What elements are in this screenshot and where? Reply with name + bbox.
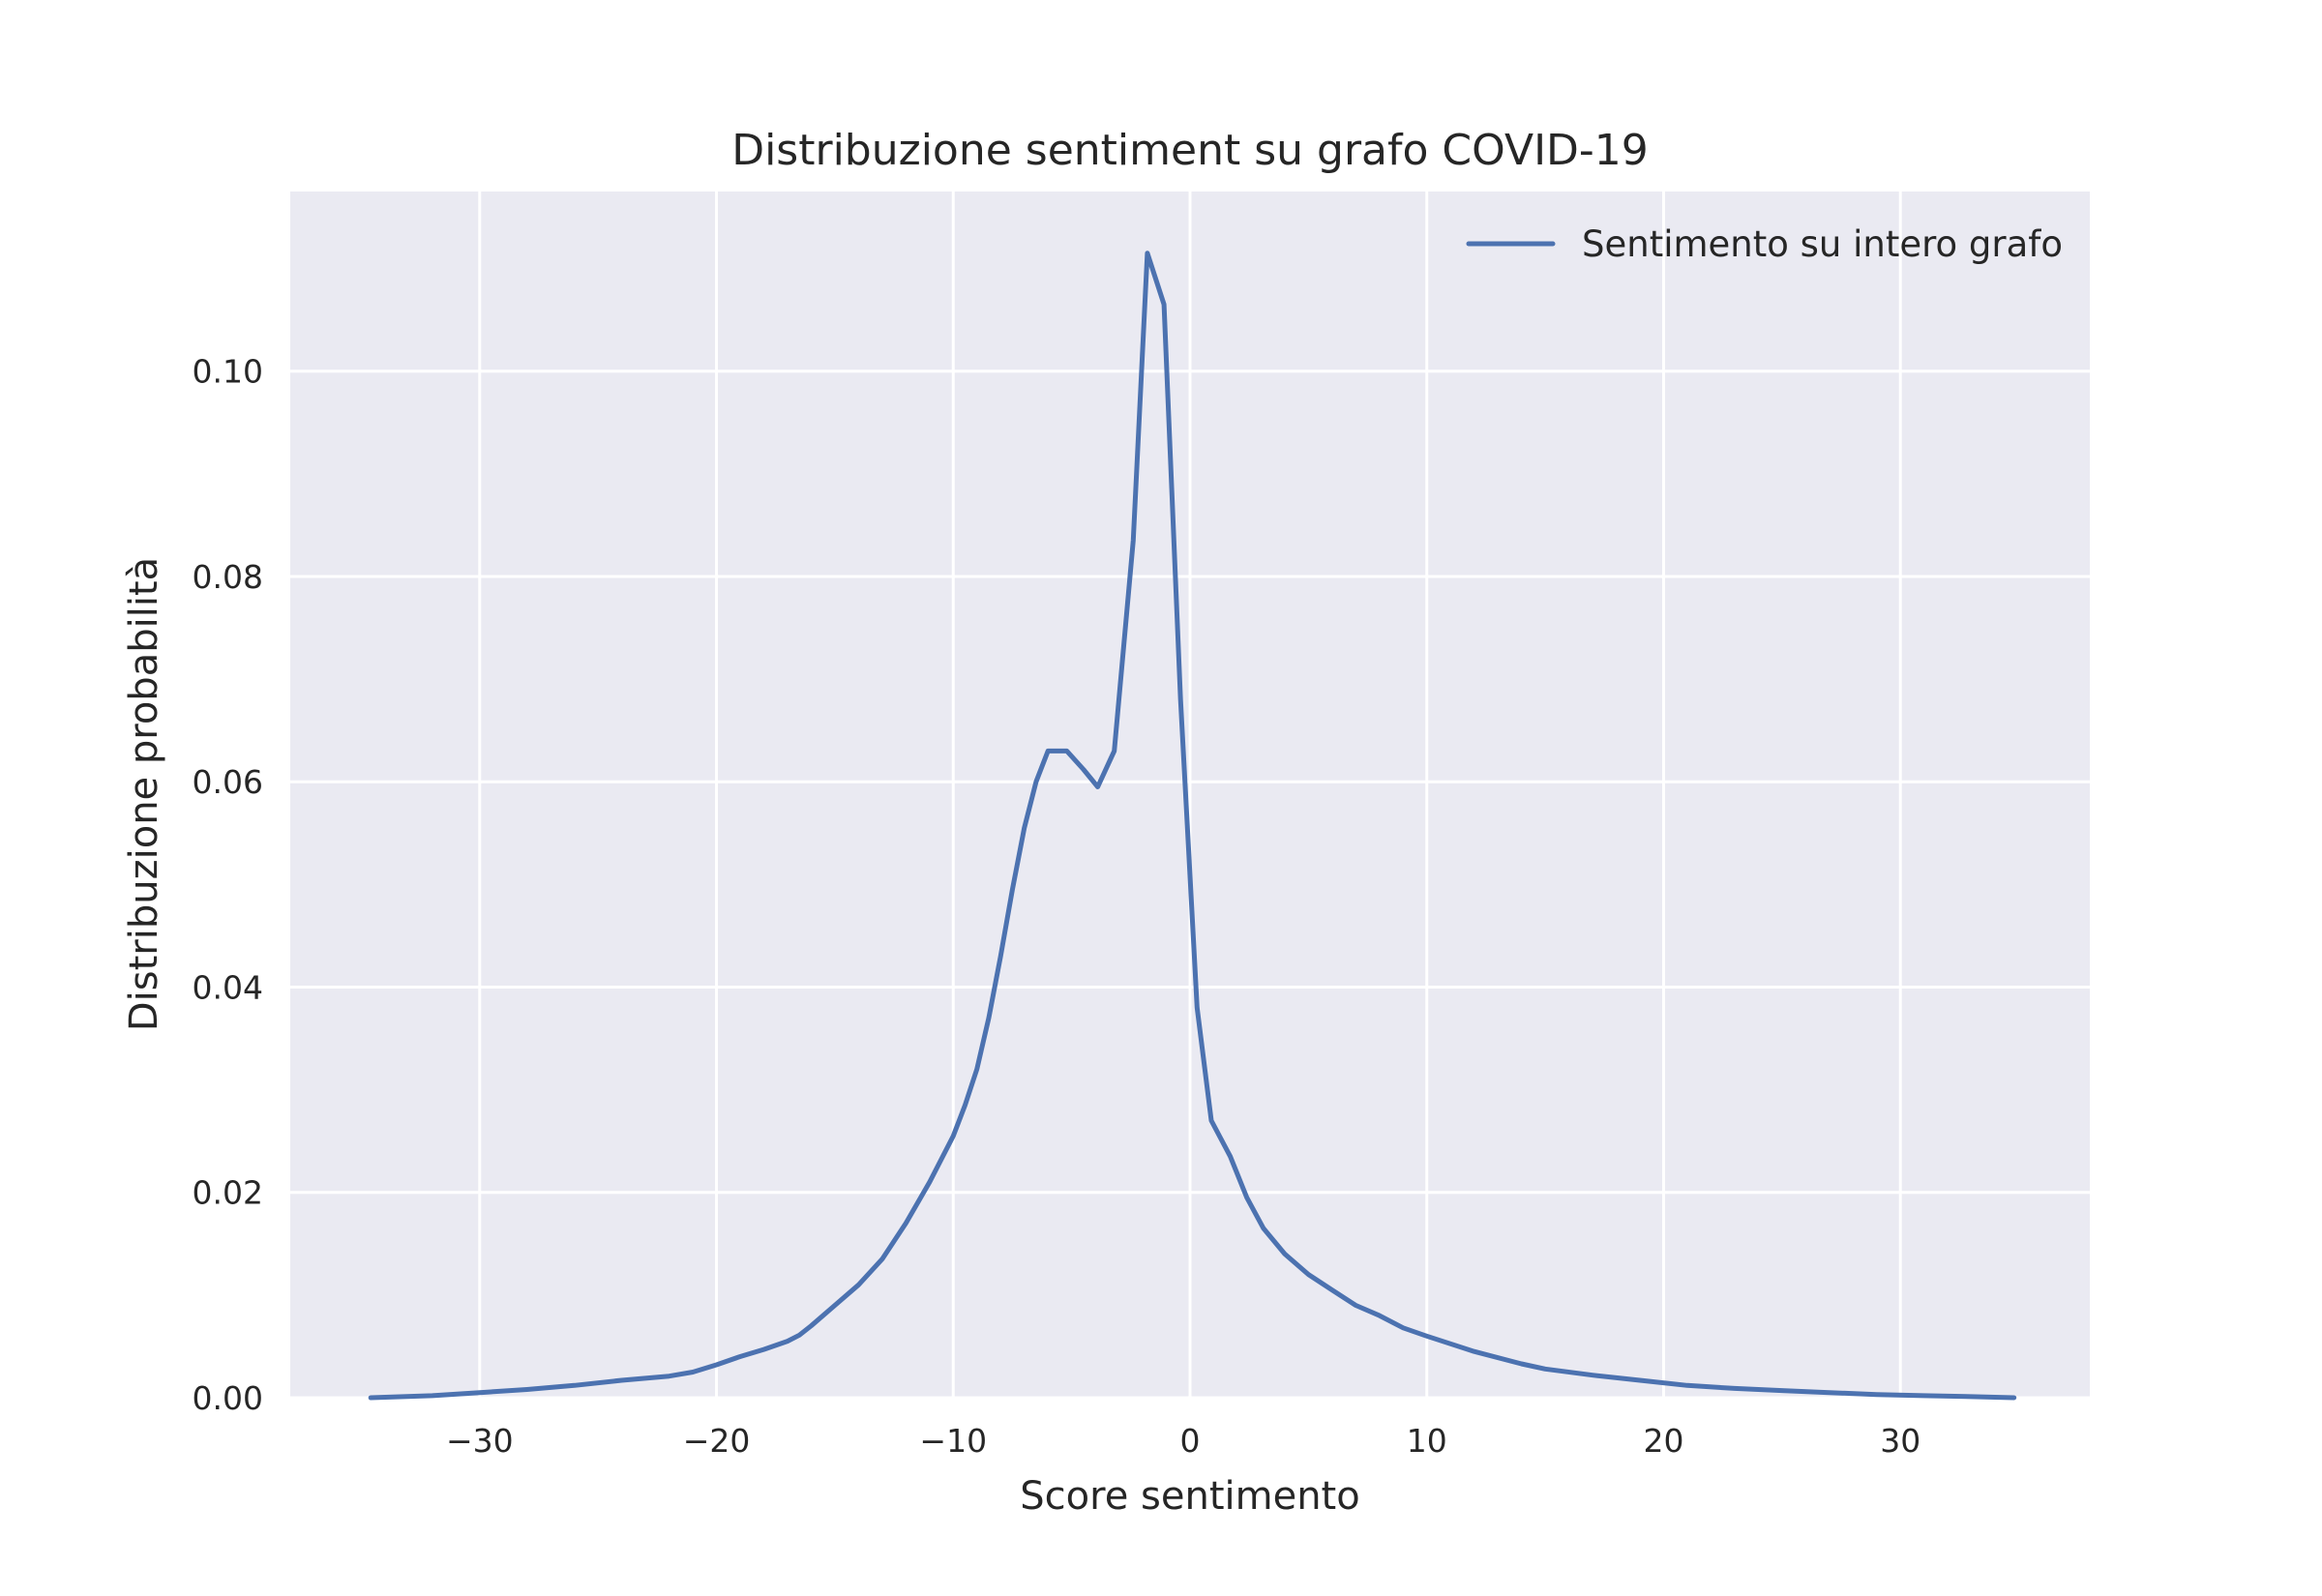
x-tick-label: −20 bbox=[683, 1422, 751, 1460]
y-tick-label: 0.00 bbox=[193, 1379, 263, 1417]
y-tick-label: 0.06 bbox=[193, 763, 263, 801]
x-tick-label: −30 bbox=[446, 1422, 514, 1460]
x-tick-label: 20 bbox=[1643, 1422, 1683, 1460]
y-tick-label: 0.08 bbox=[193, 558, 263, 596]
y-tick-label: 0.04 bbox=[193, 968, 263, 1006]
series-line bbox=[368, 251, 2017, 1401]
y-gridlines bbox=[290, 369, 2090, 1400]
x-gridlines bbox=[478, 192, 1902, 1398]
chart-title: Distribuzione sentiment su grafo COVID-1… bbox=[731, 126, 1649, 175]
y-tick-label: 0.10 bbox=[193, 353, 263, 391]
y-tick-labels: 0.00 0.02 0.04 0.06 0.08 0.10 bbox=[193, 353, 263, 1417]
legend-label: Sentimento su intero grafo bbox=[1582, 223, 2063, 265]
y-tick-label: 0.02 bbox=[193, 1174, 263, 1212]
x-tick-labels: −30 −20 −10 0 10 20 30 bbox=[446, 1422, 1920, 1460]
legend: Sentimento su intero grafo bbox=[1466, 223, 2063, 265]
y-axis-title: Distribuzione probabilità bbox=[122, 557, 166, 1031]
series-layer bbox=[368, 251, 2017, 1401]
x-tick-label: 0 bbox=[1180, 1422, 1201, 1460]
x-axis-title: Score sentimento bbox=[1020, 1474, 1359, 1519]
x-tick-label: 10 bbox=[1407, 1422, 1447, 1460]
x-tick-label: 30 bbox=[1880, 1422, 1920, 1460]
x-tick-label: −10 bbox=[919, 1422, 987, 1460]
